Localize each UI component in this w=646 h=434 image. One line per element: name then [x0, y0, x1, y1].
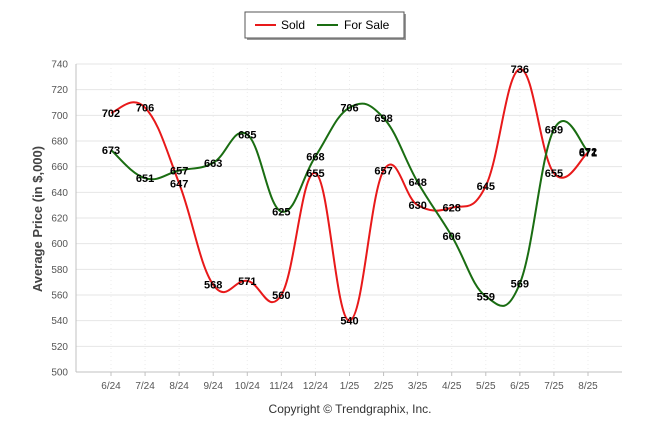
series-line-sold	[110, 68, 589, 322]
x-tick-label: 11/24	[269, 381, 294, 392]
y-tick-label: 660	[51, 162, 68, 173]
axes: 500 520 540 560 580 600 620 640 660 680 700 720 740 6…	[51, 60, 622, 392]
x-tick-label: 6/25	[510, 381, 530, 392]
x-tick-label: 10/24	[235, 381, 260, 392]
x-tick-label: 7/25	[544, 381, 564, 392]
x-tick-label: 2/25	[374, 381, 394, 392]
y-tick-label: 500	[51, 368, 68, 379]
data-label-sold: 571	[238, 276, 256, 288]
x-tick-label: 7/24	[135, 381, 155, 392]
x-tick-label: 8/24	[169, 381, 189, 392]
data-label-for-sale: 606	[443, 231, 461, 243]
data-label-for-sale: 689	[545, 124, 563, 136]
data-label-sold: 655	[306, 168, 324, 180]
data-label-sold: 540	[340, 316, 358, 328]
data-label-for-sale: 651	[136, 173, 154, 185]
data-label-for-sale: 668	[306, 151, 324, 163]
data-label-for-sale: 657	[170, 166, 188, 178]
data-label-sold: 702	[102, 108, 120, 120]
legend: Sold For Sale	[244, 11, 406, 40]
y-tick-label: 520	[51, 342, 68, 353]
y-tick-label: 700	[51, 111, 68, 122]
data-label-for-sale: 672	[579, 146, 597, 158]
data-label-sold: 706	[136, 103, 154, 115]
copyright-text: Copyright © Trendgraphix, Inc.	[269, 402, 432, 416]
y-tick-label: 580	[51, 265, 68, 276]
data-label-sold: 568	[204, 280, 222, 292]
x-tick-label: 8/25	[578, 381, 598, 392]
x-tick-label: 4/25	[442, 381, 462, 392]
x-tick-label: 12/24	[303, 381, 328, 392]
y-tick-label: 740	[51, 60, 68, 71]
data-label-for-sale: 698	[374, 113, 392, 125]
data-label-for-sale: 559	[477, 291, 495, 303]
data-label-sold: 736	[511, 64, 529, 76]
y-tick-label: 680	[51, 137, 68, 148]
y-axis-title: Average Price (in $,000)	[30, 146, 45, 292]
legend-label-for-sale: For Sale	[344, 18, 390, 32]
data-label-for-sale: 663	[204, 158, 222, 170]
y-tick-label: 600	[51, 239, 68, 250]
x-tick-label: 1/25	[340, 381, 360, 392]
x-tick-label: 6/24	[101, 381, 121, 392]
data-label-for-sale: 685	[238, 130, 256, 142]
y-tick-label: 540	[51, 316, 68, 327]
y-tick-label: 620	[51, 214, 68, 225]
data-label-for-sale: 673	[102, 145, 120, 157]
series-line-for-sale	[110, 102, 589, 307]
data-label-sold: 560	[272, 290, 290, 302]
data-label-sold: 671	[579, 148, 597, 160]
data-label-sold: 628	[443, 203, 461, 215]
data-label-for-sale: 569	[511, 278, 529, 290]
series-lines	[110, 68, 589, 322]
grid	[76, 63, 622, 373]
legend-label-sold: Sold	[281, 18, 305, 32]
data-label-for-sale: 648	[408, 177, 426, 189]
data-label-sold: 630	[408, 200, 426, 212]
x-tick-label: 3/25	[408, 381, 428, 392]
data-label-sold: 655	[545, 168, 563, 180]
y-tick-label: 720	[51, 85, 68, 96]
data-label-for-sale: 706	[340, 103, 358, 115]
y-tick-label: 560	[51, 291, 68, 302]
x-tick-label: 5/25	[476, 381, 496, 392]
data-label-sold: 647	[170, 178, 188, 190]
data-labels: 702 706 647 568 571 560 655 540 657 630 628 645 736 6…	[102, 64, 597, 328]
data-label-for-sale: 625	[272, 207, 290, 219]
data-label-sold: 645	[477, 181, 495, 193]
x-tick-label: 9/24	[203, 381, 223, 392]
y-tick-label: 640	[51, 188, 68, 199]
data-label-sold: 657	[374, 166, 392, 178]
